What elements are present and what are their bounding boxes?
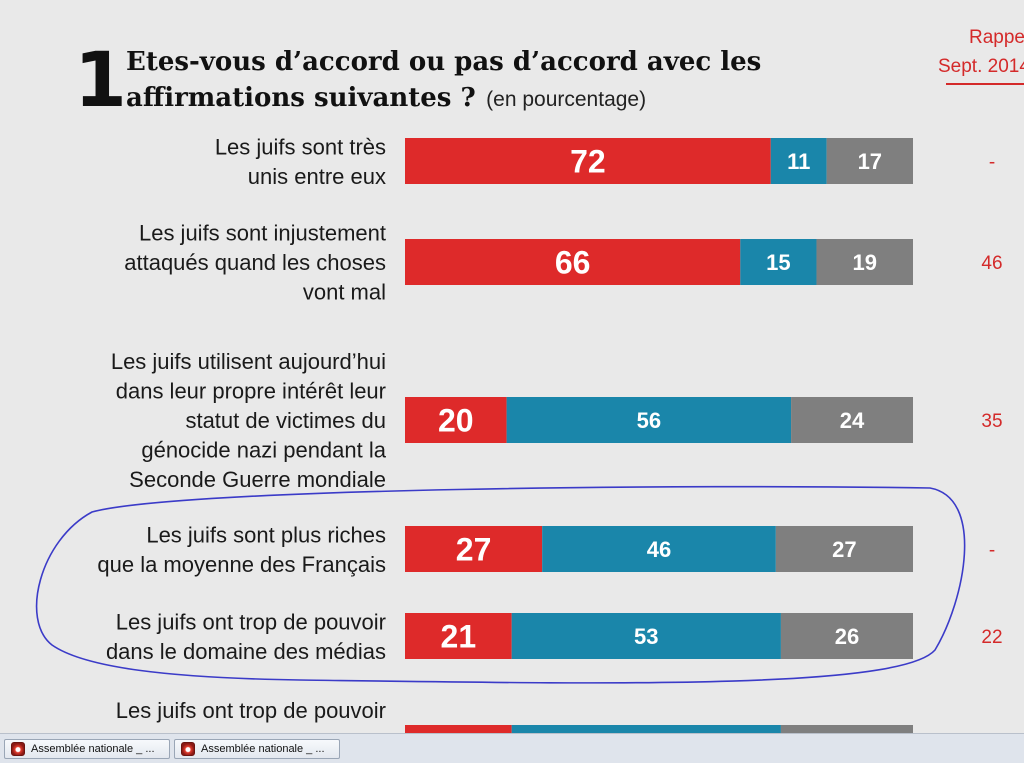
taskbar-item[interactable]: Assemblée nationale _ ... <box>4 738 170 759</box>
bar-no-answer <box>780 725 913 733</box>
rappel-value: 46 <box>981 253 1002 274</box>
bar-value-label: 17 <box>858 149 882 174</box>
browser-app-icon <box>11 741 25 756</box>
row-label-line: Les juifs ont trop de pouvoir <box>116 609 386 634</box>
taskbar-item-label: Assemblée nationale _ ... <box>31 742 155 755</box>
question-title-line2-group: affirmations suivantes ? (en pourcentage… <box>126 83 646 113</box>
bar-value-label: 27 <box>456 532 492 568</box>
bar-disagree <box>506 397 792 443</box>
bar-agree <box>405 725 512 733</box>
chart: 1 Etes-vous d’accord ou pas d’accord ave… <box>35 27 1024 733</box>
bar-no-answer <box>780 613 913 659</box>
bar-disagree <box>770 138 827 184</box>
row-label-line: que la moyenne des Français <box>97 552 386 577</box>
bar-disagree <box>511 725 781 733</box>
row-label-line: Les juifs sont très <box>215 134 386 159</box>
row-label-line: dans leur propre intérêt leur <box>116 379 386 404</box>
row-label-line: Les juifs sont plus riches <box>146 522 386 547</box>
question-subtitle: (en pourcentage) <box>486 88 646 111</box>
bar-value-label: 27 <box>832 537 856 562</box>
bar-value-label: 46 <box>647 537 671 562</box>
bar-value-label: 11 <box>787 149 810 174</box>
row-label-line: Les juifs sont injustement <box>139 221 386 246</box>
bar-value-label: 26 <box>835 624 859 649</box>
rappel-header-line2: Sept. 2014 <box>938 56 1024 77</box>
bar-no-answer <box>826 138 913 184</box>
bar-value-label: 66 <box>555 245 591 281</box>
bar-agree <box>405 138 771 184</box>
bar-no-answer <box>791 397 913 443</box>
bar-disagree <box>511 613 781 659</box>
row-label-line: génocide nazi pendant la <box>141 438 386 463</box>
question-title-line2: affirmations suivantes ? <box>126 83 476 113</box>
rappel-value: - <box>989 152 995 173</box>
question-number: 1 <box>74 35 127 124</box>
row-label-line: Les juifs ont trop de pouvoir <box>116 698 386 723</box>
rappel-value: 35 <box>981 411 1002 432</box>
bar-value-label: 72 <box>570 144 606 180</box>
row-label-line: vont mal <box>303 280 386 305</box>
taskbar-item-label: Assemblée nationale _ ... <box>201 742 325 755</box>
rappel-header-line1: Rappe <box>969 27 1024 48</box>
row-label-line: Seconde Guerre mondiale <box>129 467 386 492</box>
rappel-value: 22 <box>981 627 1002 648</box>
bar-disagree <box>740 239 817 285</box>
highlight-circle <box>35 485 966 684</box>
bar-agree <box>405 526 543 572</box>
row-label-line: attaqués quand les choses <box>124 250 386 275</box>
bar-no-answer <box>775 526 913 572</box>
chart-rows: 72 11 17 Les juifs sont très unis entre eux -… <box>97 134 1003 733</box>
question-title-line1: Etes-vous d’accord ou pas d’accord avec … <box>126 47 761 77</box>
browser-app-icon <box>181 741 195 756</box>
row-label-line: dans le domaine des médias <box>106 639 386 664</box>
rappel-value: - <box>989 540 995 561</box>
taskbar: Assemblée nationale _ ... Assemblée nati… <box>0 733 1024 763</box>
bar-value-label: 56 <box>637 408 661 433</box>
row-label-line: Les juifs utilisent aujourd’hui <box>111 349 386 374</box>
bar-no-answer <box>816 239 913 285</box>
bar-value-label: 21 <box>441 619 477 655</box>
bar-value-label: 15 <box>766 250 790 275</box>
bar-value-label: 24 <box>840 408 865 433</box>
bar-disagree <box>542 526 776 572</box>
bar-agree <box>405 613 512 659</box>
bar-agree <box>405 239 741 285</box>
bar-value-label: 20 <box>438 403 474 439</box>
bar-value-label: 53 <box>634 624 658 649</box>
taskbar-item[interactable]: Assemblée nationale _ ... <box>174 738 340 759</box>
row-label-line: statut de victimes du <box>185 408 386 433</box>
bar-agree <box>405 397 507 443</box>
row-label-line: unis entre eux <box>248 164 386 189</box>
bar-value-label: 19 <box>852 250 876 275</box>
